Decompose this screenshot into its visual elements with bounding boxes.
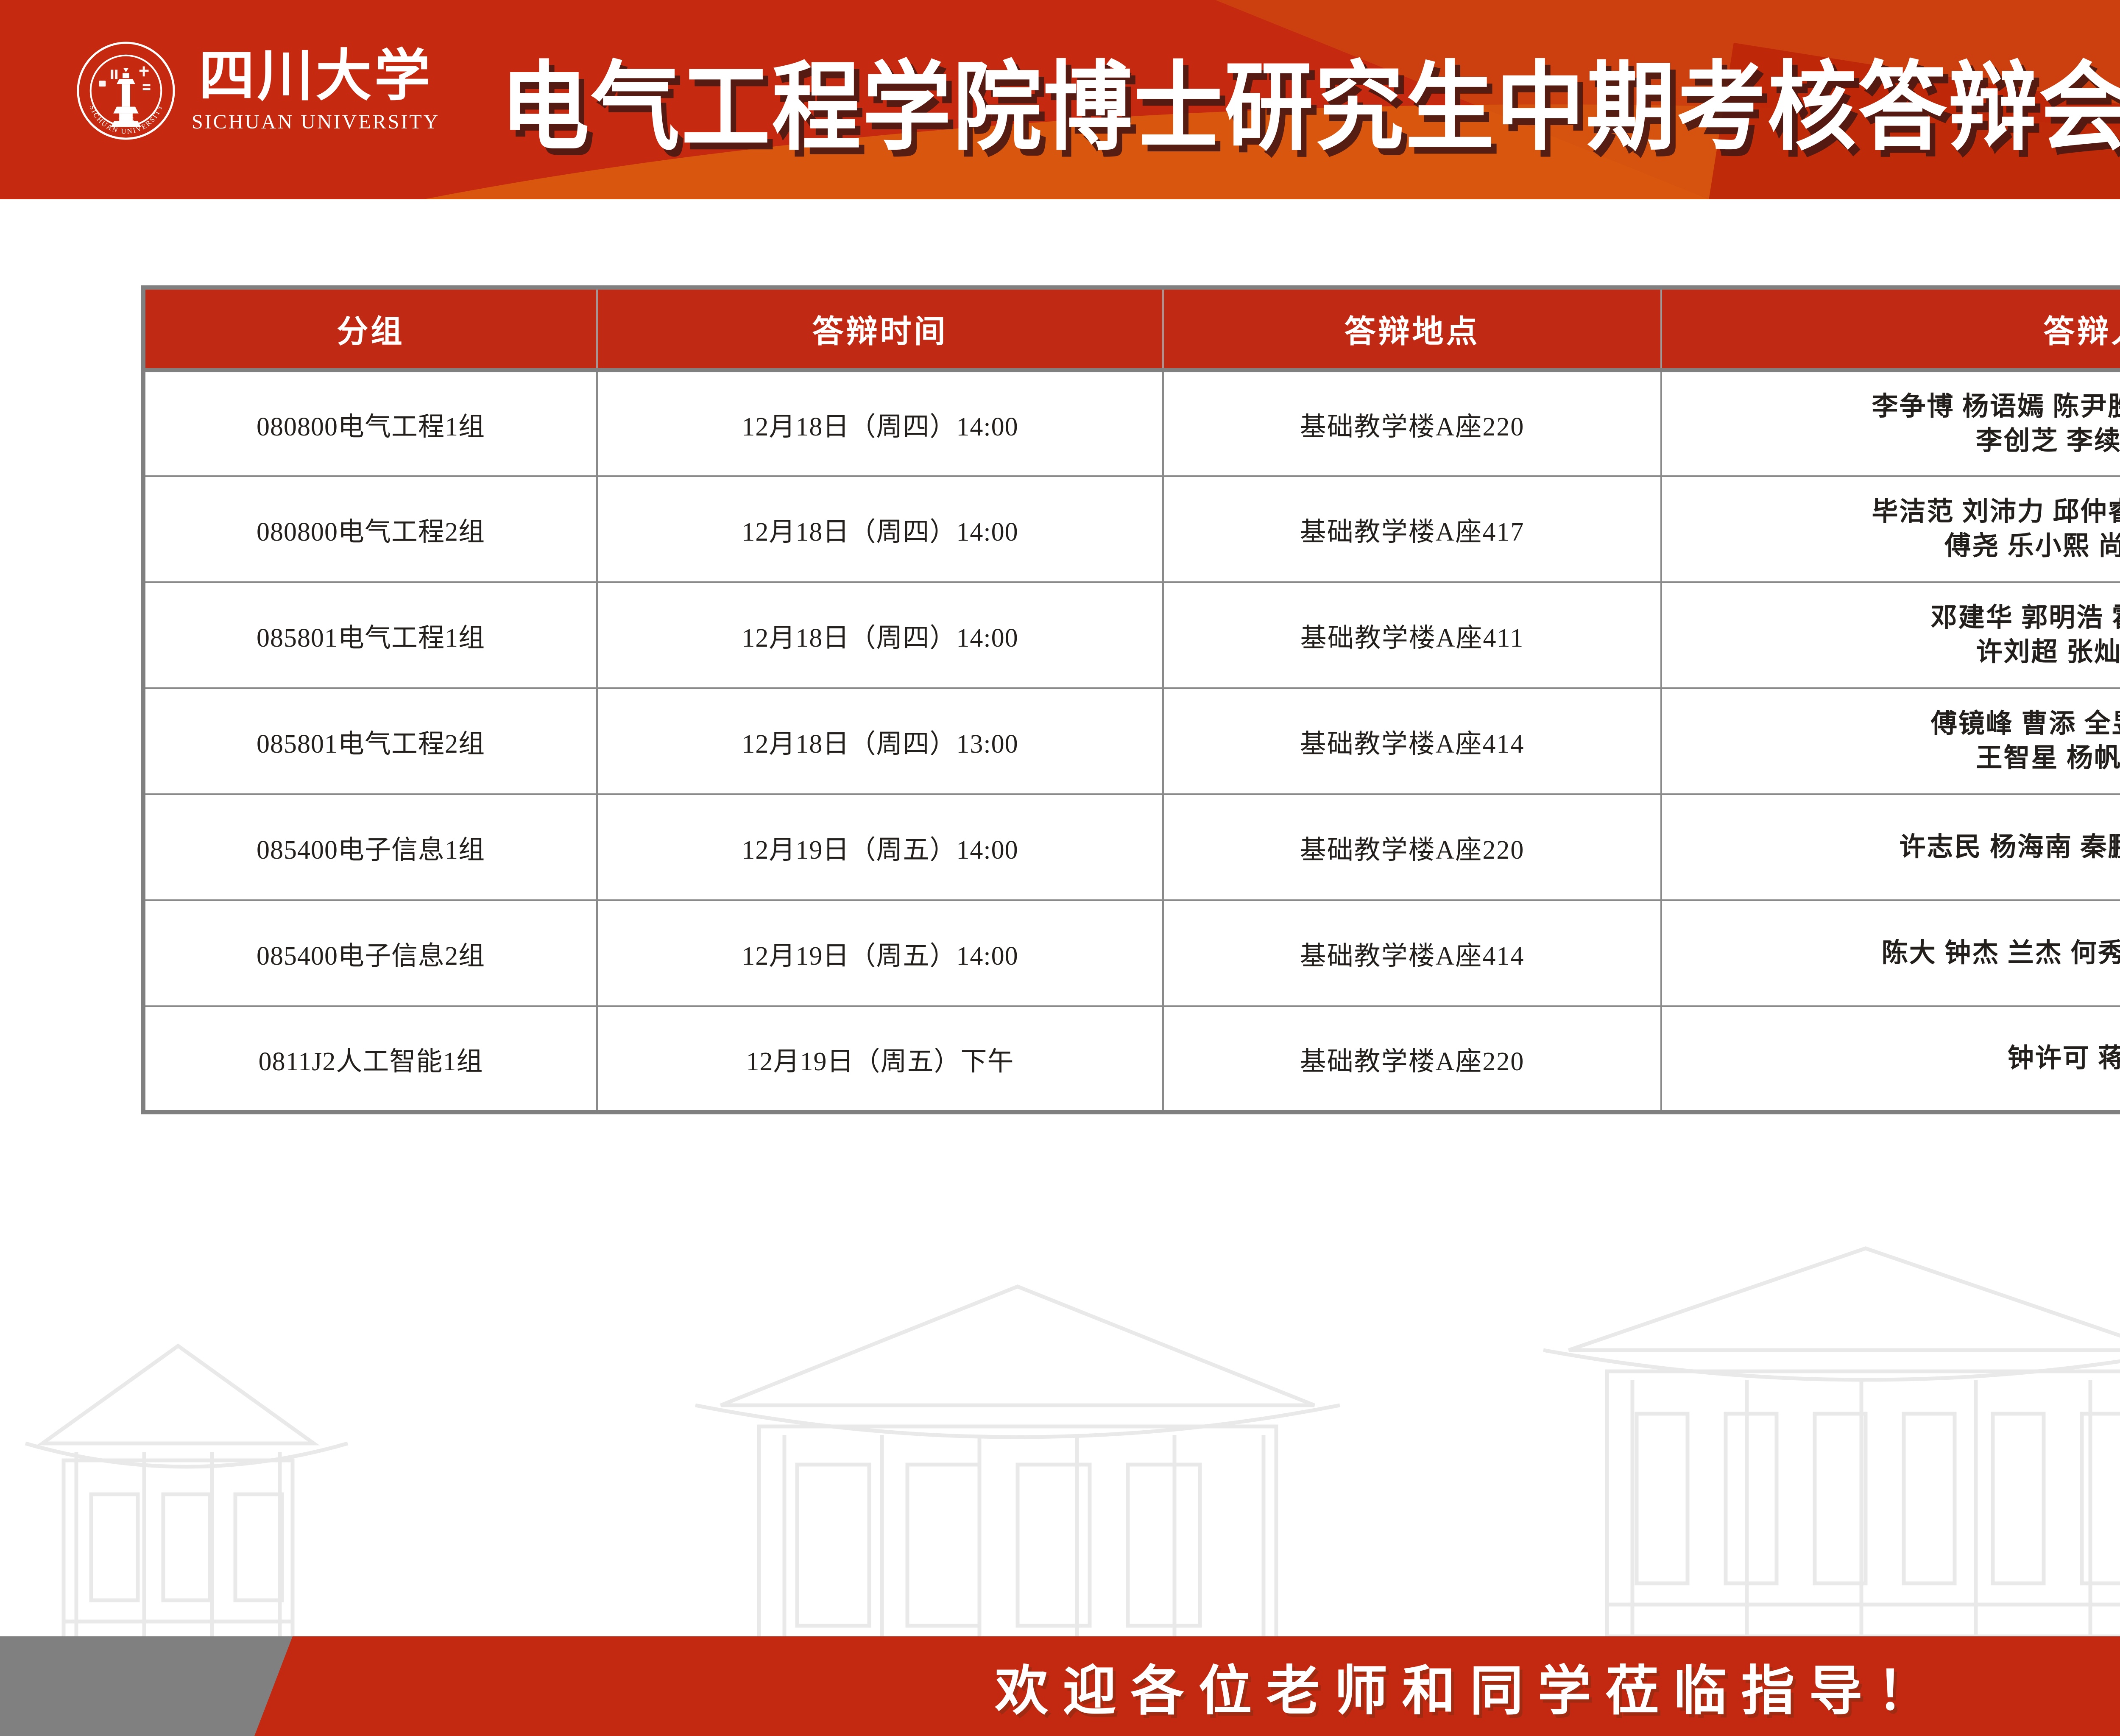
people-line-1: 毕洁范 刘沛力 邱仲睿 袁泽惠 张名顺	[1872, 497, 2120, 527]
people-line-1: 钟许可 蒋玉强	[2007, 1044, 2120, 1073]
cell-people: 许志民 杨海南 秦鹏 肖权 赵建建	[1661, 794, 2120, 901]
svg-text:1896: 1896	[118, 116, 134, 125]
table-row: 085400电子信息1组 12月19日（周五）14:00 基础教学楼A座220 …	[143, 794, 2120, 901]
cell-place: 基础教学楼A座411	[1163, 582, 1662, 689]
cell-people: 李争博 杨语嫣 陈尹胜 杜锡力 郭咏涛 李创芝 李续 张书源	[1661, 370, 2120, 477]
cell-group: 0811J2人工智能1组	[143, 1006, 598, 1112]
university-logo: 1896 SICHUAN UNIVERSITY 四川大学	[75, 40, 440, 141]
cell-place: 基础教学楼A座220	[1163, 370, 1662, 477]
cell-time: 12月18日（周四）13:00	[597, 688, 1164, 795]
cell-group: 080800电气工程1组	[143, 370, 598, 477]
people-line-1: 傅镜峰 曹添 全昱瑾 苏苗红	[1930, 709, 2120, 739]
cell-people: 傅镜峰 曹添 全昱瑾 苏苗红 王智星 杨帆 周赞嵘	[1661, 688, 2120, 795]
column-header-place: 答辩地点	[1163, 287, 1662, 372]
poster-title-text: 电气工程学院博士研究生中期考核答辩会	[500, 54, 2120, 162]
footer-welcome-text: 欢迎各位老师和同学莅临指导！	[995, 1662, 1945, 1721]
people-line-1: 李争博 杨语嫣 陈尹胜 杜锡力 郭咏涛	[1872, 392, 2120, 421]
table-row: 085801电气工程1组 12月18日（周四）14:00 基础教学楼A座411 …	[143, 582, 2120, 689]
cell-group: 085400电子信息2组	[143, 900, 598, 1007]
people-line-2: 傅尧 乐小熙 尚豪 张执钦	[1944, 532, 2120, 561]
cell-time: 12月18日（周四）14:00	[597, 476, 1164, 583]
schedule-table-container: 分组 答辩时间 答辩地点 答辩人 080800电气工程1组 12月18日（周四）…	[141, 285, 2120, 1114]
table-row: 080800电气工程1组 12月18日（周四）14:00 基础教学楼A座220 …	[143, 370, 2120, 477]
cell-group: 085801电气工程2组	[143, 688, 598, 795]
poster-title: 电气工程学院博士研究生中期考核答辩会	[500, 29, 2120, 169]
table-header: 分组 答辩时间 答辩地点 答辩人	[143, 287, 2120, 372]
cell-time: 12月18日（周四）14:00	[597, 582, 1164, 689]
cell-group: 080800电气工程2组	[143, 476, 598, 583]
university-name-cn: 四川大学	[198, 45, 433, 108]
table-row: 085801电气工程2组 12月18日（周四）13:00 基础教学楼A座414 …	[143, 688, 2120, 795]
column-header-time: 答辩时间	[597, 287, 1164, 372]
university-name-en: SICHUAN UNIVERSITY	[192, 110, 440, 133]
header-banner: 1896 SICHUAN UNIVERSITY 四川大学	[0, 0, 2120, 199]
table-body: 080800电气工程1组 12月18日（周四）14:00 基础教学楼A座220 …	[143, 370, 2120, 1112]
cell-people: 钟许可 蒋玉强	[1661, 1006, 2120, 1112]
footer-banner: 欢迎各位老师和同学莅临指导！	[0, 1636, 2120, 1736]
people-line-1: 邓建华 郭明浩 霍筱东 姜山	[1930, 603, 2120, 633]
cell-people: 毕洁范 刘沛力 邱仲睿 袁泽惠 张名顺 傅尧 乐小熙 尚豪 张执钦	[1661, 476, 2120, 583]
cell-people: 邓建华 郭明浩 霍筱东 姜山 许刘超 张灿 周健树	[1661, 582, 2120, 689]
cell-place: 基础教学楼A座220	[1163, 794, 1662, 901]
cell-place: 基础教学楼A座417	[1163, 476, 1662, 583]
cell-people: 陈大 钟杰 兰杰 何秀丽 李立军 孙会	[1661, 900, 2120, 1007]
table-row: 080800电气工程2组 12月18日（周四）14:00 基础教学楼A座417 …	[143, 476, 2120, 583]
cell-time: 12月19日（周五）14:00	[597, 900, 1164, 1007]
people-line-2: 许刘超 张灿 周健树	[1976, 638, 2120, 667]
people-line-2: 王智星 杨帆 周赞嵘	[1976, 744, 2120, 773]
footer-welcome: 欢迎各位老师和同学莅临指导！	[254, 1636, 2120, 1736]
people-line-1: 许志民 杨海南 秦鹏 肖权 赵建建	[1899, 832, 2120, 862]
people-line-2: 李创芝 李续 张书源	[1976, 426, 2120, 455]
column-header-group: 分组	[143, 287, 598, 372]
cell-group: 085801电气工程1组	[143, 582, 598, 689]
cell-place: 基础教学楼A座414	[1163, 900, 1662, 1007]
cell-time: 12月19日（周五）14:00	[597, 794, 1164, 901]
schedule-table: 分组 答辩时间 答辩地点 答辩人 080800电气工程1组 12月18日（周四）…	[141, 285, 2120, 1114]
table-row: 085400电子信息2组 12月19日（周五）14:00 基础教学楼A座414 …	[143, 900, 2120, 1007]
sichuan-university-seal-icon: 1896 SICHUAN UNIVERSITY	[77, 42, 175, 140]
table-header-row: 分组 答辩时间 答辩地点 答辩人	[143, 287, 2120, 372]
table-row: 0811J2人工智能1组 12月19日（周五）下午 基础教学楼A座220 钟许可…	[143, 1006, 2120, 1112]
people-line-1: 陈大 钟杰 兰杰 何秀丽 李立军 孙会	[1881, 938, 2120, 968]
cell-place: 基础教学楼A座220	[1163, 1006, 1662, 1112]
cell-time: 12月18日（周四）14:00	[597, 370, 1164, 477]
cell-place: 基础教学楼A座414	[1163, 688, 1662, 795]
cell-time: 12月19日（周五）下午	[597, 1006, 1164, 1112]
column-header-people: 答辩人	[1661, 287, 2120, 372]
cell-group: 085400电子信息1组	[143, 794, 598, 901]
